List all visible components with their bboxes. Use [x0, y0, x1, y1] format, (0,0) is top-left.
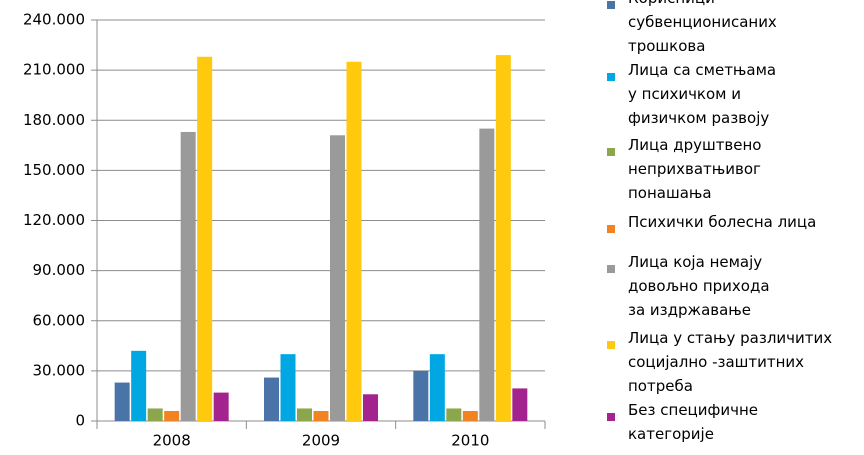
- bar: [446, 408, 462, 421]
- legend-label: Лица друштвено неприхватњивог понашања: [628, 136, 761, 202]
- legend-label-line: за издржавање: [628, 301, 751, 319]
- legend-label: Лица у стању различитих социјално -заштит…: [628, 329, 832, 395]
- legend-label-line: субвенционисаних: [628, 13, 777, 31]
- y-tick-label: 30.000: [33, 361, 86, 379]
- bar: [363, 394, 378, 421]
- x-tick-label: 2008: [153, 432, 191, 450]
- y-tick-label: 90.000: [33, 261, 86, 279]
- bar: [164, 410, 180, 421]
- legend-marker: [607, 225, 615, 233]
- bar: [313, 410, 329, 421]
- legend-label-line: Лица друштвено: [628, 136, 761, 154]
- legend-marker: [607, 1, 615, 9]
- y-tick-label: 240.000: [23, 11, 85, 29]
- bar: [429, 354, 445, 421]
- legend-label-line: физичком развоју: [628, 109, 769, 127]
- bar: [114, 382, 130, 421]
- legend-marker: [607, 413, 615, 421]
- legend-label-line: Без специфичне: [628, 401, 758, 419]
- legend-marker: [607, 265, 615, 273]
- legend-label-line: категорије: [628, 425, 714, 443]
- legend-label-line: неприхватњивог: [628, 160, 761, 178]
- bar: [213, 392, 229, 421]
- x-tick-label: 2010: [451, 432, 489, 450]
- legend-label-line: довољно прихода: [628, 277, 770, 295]
- bar: [413, 370, 429, 421]
- legend-label: Лица са сметњама у психичком и физичком ра…: [628, 61, 776, 127]
- y-tick-label: 120.000: [23, 211, 85, 229]
- legend-label: Психички болесна лица: [628, 213, 816, 231]
- bar: [131, 350, 147, 421]
- legend-label-line: Корисници: [628, 0, 715, 7]
- legend-marker: [607, 148, 615, 156]
- y-tick-label: 210.000: [23, 61, 85, 79]
- legend-label-line: понашања: [628, 184, 712, 202]
- bar: [297, 408, 312, 421]
- y-tick-label: 180.000: [23, 111, 85, 129]
- bar: [479, 128, 495, 421]
- legend-label-line: потреба: [628, 377, 693, 395]
- y-tick-label: 0: [75, 412, 85, 430]
- y-tick-label: 60.000: [33, 311, 86, 329]
- bar: [512, 388, 528, 421]
- bar: [330, 135, 345, 421]
- legend-label-line: социјално -заштитних: [628, 353, 804, 371]
- legend-label-line: Лица која немају: [628, 253, 762, 271]
- bar: [462, 410, 478, 421]
- bar: [197, 56, 213, 422]
- bar: [280, 354, 296, 421]
- legend-label-line: у психичком и: [628, 85, 741, 103]
- legend-label-line: Лица са сметњама: [628, 61, 776, 79]
- bar: [346, 61, 362, 421]
- legend-label-line: трошкова: [628, 37, 705, 55]
- x-tick-label: 2009: [302, 432, 340, 450]
- bar: [147, 408, 163, 421]
- bar: [495, 55, 511, 422]
- bar: [264, 377, 279, 421]
- legend-marker: [607, 341, 615, 349]
- legend-label-line: Лица у стању различитих: [628, 329, 832, 347]
- legend-label: Корисници субвенционисаних трошкова: [628, 0, 777, 55]
- legend-label: Без специфичне категорије: [628, 401, 758, 443]
- legend-label: Лица која немају довољно прихода за издржа…: [628, 253, 770, 319]
- bar: [180, 131, 196, 421]
- y-tick-label: 150.000: [23, 161, 85, 179]
- legend-label-line: Психички болесна лица: [628, 213, 816, 231]
- legend-marker: [607, 73, 615, 81]
